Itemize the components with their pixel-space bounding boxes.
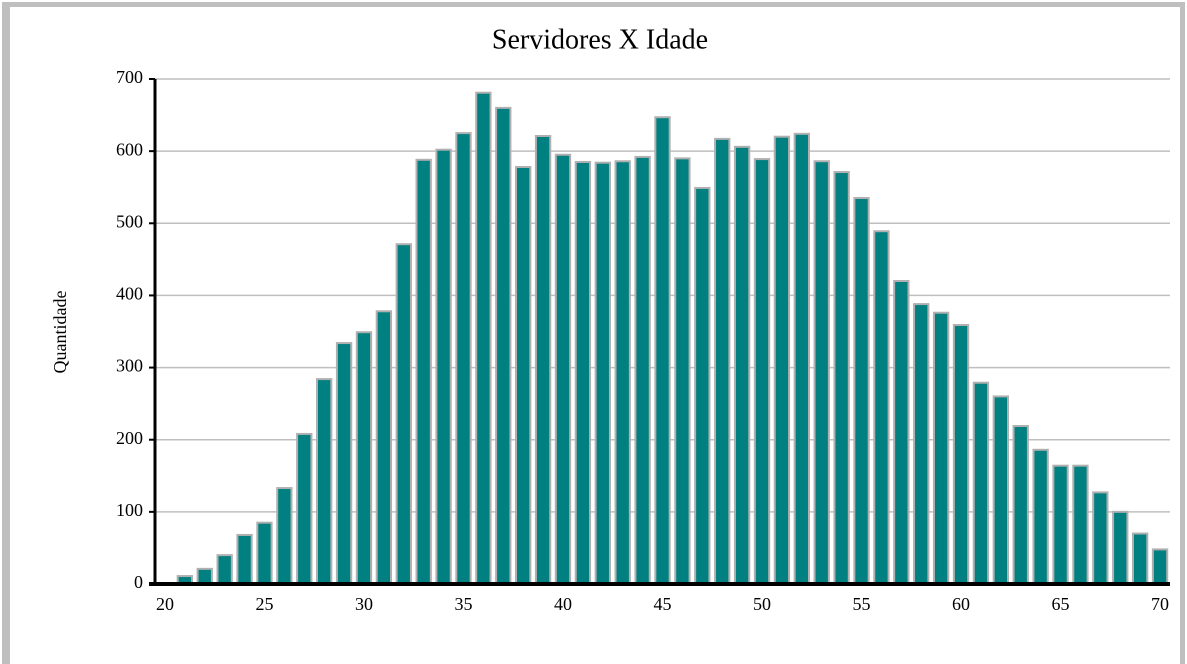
- bar: [1032, 448, 1049, 586]
- bar: [1072, 464, 1089, 585]
- bar: [375, 310, 393, 585]
- y-tick-label: 300: [116, 356, 143, 376]
- bar: [873, 230, 890, 585]
- y-tick-label: 500: [116, 211, 143, 231]
- bar: [515, 166, 532, 585]
- x-tick-label: 50: [753, 594, 771, 614]
- bar: [1131, 532, 1149, 585]
- bar: [316, 378, 333, 585]
- bar: [395, 243, 412, 585]
- x-tick-label: 25: [255, 594, 273, 614]
- bar: [1112, 510, 1129, 586]
- bar: [773, 135, 791, 585]
- bar: [634, 155, 651, 586]
- bar: [296, 432, 313, 586]
- bar: [594, 161, 611, 586]
- frame-top: [2, 2, 1185, 7]
- bar: [654, 116, 671, 585]
- bar: [932, 311, 950, 585]
- bar: [455, 132, 472, 585]
- bar: [1052, 464, 1069, 585]
- bar: [893, 280, 910, 585]
- bar: [256, 521, 273, 586]
- bar: [853, 197, 870, 586]
- x-tick-label: 55: [853, 594, 871, 614]
- chart-title: Servidores X Idade: [492, 24, 708, 55]
- bar: [992, 395, 1009, 585]
- x-tick-label: 35: [454, 594, 472, 614]
- bar: [335, 342, 353, 585]
- bar: [475, 91, 492, 585]
- bar: [554, 153, 572, 585]
- x-tick-label: 30: [355, 594, 373, 614]
- bar: [196, 567, 213, 585]
- bar: [714, 137, 731, 585]
- bar: [674, 157, 691, 585]
- bar: [534, 134, 552, 585]
- y-tick-label: 200: [116, 428, 143, 448]
- bar: [574, 160, 592, 585]
- bar: [355, 331, 373, 585]
- bar: [276, 487, 293, 585]
- x-tick-label: 65: [1052, 594, 1070, 614]
- y-tick-label: 700: [116, 67, 143, 87]
- y-tick-label: 400: [116, 284, 143, 304]
- y-tick-label: 100: [116, 500, 143, 520]
- y-axis-label: Quantidade: [50, 291, 70, 374]
- bar: [435, 148, 452, 585]
- bar: [813, 160, 830, 585]
- bar: [1012, 425, 1029, 585]
- bar: [495, 106, 512, 585]
- bar: [793, 132, 810, 585]
- bar: [694, 186, 711, 586]
- bar: [415, 158, 432, 586]
- bar: [614, 160, 631, 585]
- bar: [952, 324, 970, 585]
- bar: [833, 171, 850, 585]
- y-tick-label: 600: [116, 139, 143, 159]
- bar: [1151, 548, 1169, 585]
- y-tick-label: 0: [134, 572, 143, 592]
- x-tick-label: 70: [1151, 594, 1169, 614]
- x-tick-label: 60: [952, 594, 970, 614]
- bar: [216, 554, 233, 586]
- x-tick-label: 20: [156, 594, 174, 614]
- bar: [1092, 491, 1109, 585]
- frame-left: [2, 2, 10, 664]
- bar: [753, 158, 771, 585]
- bar: [236, 533, 253, 586]
- bar: [913, 303, 930, 585]
- frame-right: [1180, 2, 1185, 664]
- x-tick-label: 40: [554, 594, 572, 614]
- bar: [972, 381, 990, 585]
- x-tick-label: 45: [654, 594, 672, 614]
- bar: [733, 145, 751, 585]
